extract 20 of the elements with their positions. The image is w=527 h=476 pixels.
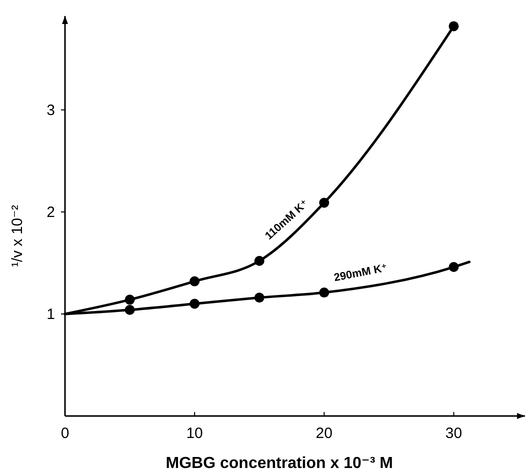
point [190,276,200,286]
point [254,292,264,303]
y-tick-label: 3 [46,102,55,119]
y-tick-label: 2 [46,204,55,221]
point [190,298,200,309]
y-axis-title: ¹/v x 10⁻² [9,204,26,268]
point [254,256,264,266]
x-axis-title: MGBG concentration x 10⁻³ M [166,455,393,472]
x-tick-label: 20 [316,425,332,442]
point [319,288,330,298]
point [124,294,135,305]
point [319,198,330,208]
point [124,304,135,315]
point [448,21,459,32]
x-tick-label: 10 [186,425,203,442]
text: 290mM K⁺ [333,262,389,284]
point [448,262,459,272]
x-tick-label: 30 [445,425,462,442]
y-tick-label: 1 [46,306,55,323]
x-tick-label: 0 [60,425,70,442]
